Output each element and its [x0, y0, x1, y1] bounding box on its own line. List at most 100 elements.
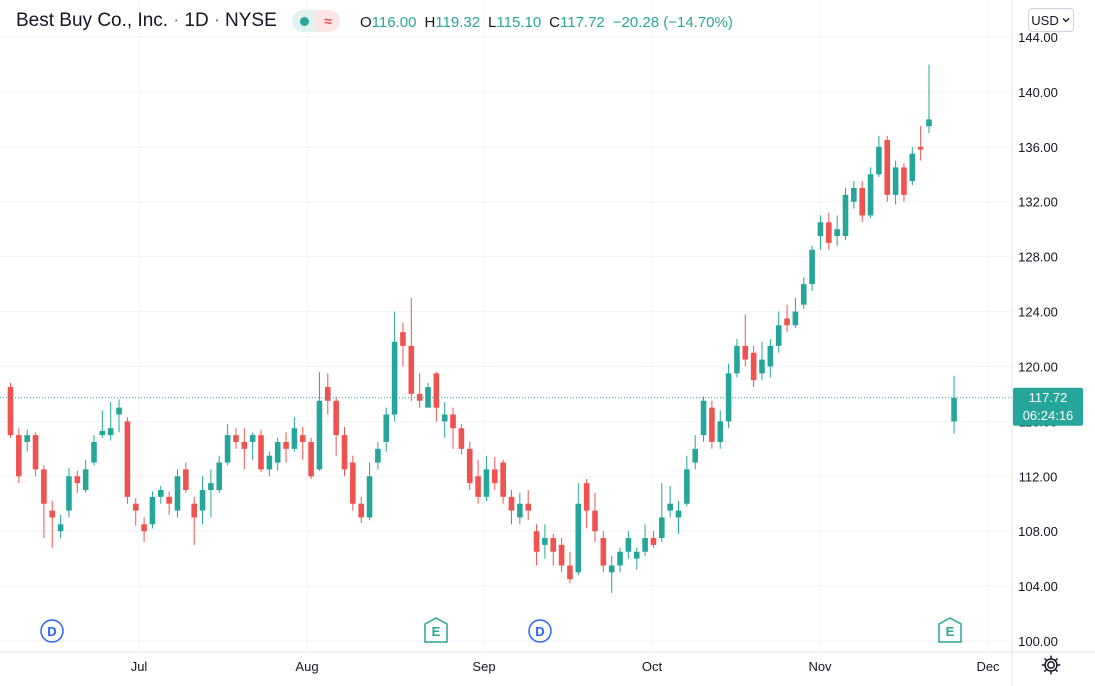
dividend-marker[interactable]: D — [528, 619, 552, 643]
candle[interactable] — [383, 407, 390, 452]
candle[interactable] — [725, 363, 732, 429]
candle[interactable] — [650, 531, 657, 548]
candle[interactable] — [191, 496, 197, 545]
candle[interactable] — [91, 435, 97, 466]
candle[interactable] — [909, 146, 916, 186]
dividend-marker[interactable]: D — [40, 619, 64, 643]
candle[interactable] — [433, 371, 440, 422]
candle[interactable] — [642, 524, 648, 556]
candle[interactable] — [692, 435, 698, 470]
candle[interactable] — [82, 459, 89, 493]
candle[interactable] — [107, 402, 114, 441]
candle[interactable] — [809, 245, 815, 291]
time-axis[interactable]: Jul Aug Sep Oct Nov Dec — [131, 659, 1000, 674]
candle[interactable] — [174, 469, 181, 518]
candle[interactable] — [166, 491, 172, 515]
candle[interactable] — [583, 479, 590, 529]
candle[interactable] — [567, 551, 573, 584]
candle[interactable] — [224, 424, 231, 466]
candle[interactable] — [16, 428, 22, 484]
candle[interactable] — [734, 339, 740, 378]
wave-icon[interactable]: ≈ — [316, 10, 340, 32]
candle[interactable] — [500, 459, 506, 504]
candle[interactable] — [492, 457, 498, 490]
candle[interactable] — [792, 297, 799, 329]
candle[interactable] — [717, 410, 724, 449]
candle[interactable] — [233, 428, 239, 449]
candle[interactable] — [550, 533, 557, 566]
candle[interactable] — [274, 437, 281, 471]
candle[interactable] — [684, 455, 690, 507]
candle[interactable] — [784, 304, 790, 333]
candle[interactable] — [249, 432, 256, 460]
candle[interactable] — [767, 339, 774, 378]
candle[interactable] — [49, 500, 56, 548]
candle[interactable] — [926, 64, 932, 134]
candle[interactable] — [316, 371, 323, 471]
candle[interactable] — [533, 524, 540, 566]
candle[interactable] — [742, 314, 749, 367]
candle[interactable] — [358, 496, 364, 523]
candle[interactable] — [625, 531, 632, 559]
candle[interactable] — [132, 498, 139, 526]
candle[interactable] — [450, 407, 456, 449]
candle[interactable] — [116, 399, 122, 433]
candle[interactable] — [124, 417, 131, 504]
candle[interactable] — [266, 451, 273, 477]
candle[interactable] — [216, 455, 223, 493]
candle[interactable] — [458, 424, 465, 455]
candle[interactable] — [141, 517, 147, 543]
market-open-dot-icon[interactable] — [292, 10, 316, 32]
gear-icon[interactable] — [1040, 654, 1062, 676]
candle[interactable] — [391, 311, 398, 422]
candle[interactable] — [74, 470, 81, 493]
candle[interactable] — [258, 429, 264, 473]
candle[interactable] — [32, 432, 39, 477]
candle[interactable] — [41, 465, 47, 539]
currency-selector[interactable]: USD — [1028, 8, 1074, 32]
candle[interactable] — [575, 483, 582, 576]
candle[interactable] — [884, 135, 891, 202]
candle[interactable] — [400, 322, 406, 367]
candle[interactable] — [283, 432, 289, 463]
candle[interactable] — [57, 514, 64, 539]
symbol-title[interactable]: Best Buy Co., Inc. · 1D · NYSE — [16, 10, 277, 32]
candle[interactable] — [441, 402, 448, 438]
candle[interactable] — [333, 396, 339, 456]
candle[interactable] — [775, 311, 782, 353]
candle[interactable] — [7, 382, 14, 438]
candle[interactable] — [700, 396, 707, 442]
candle[interactable] — [608, 555, 615, 593]
candle[interactable] — [299, 426, 306, 460]
candle[interactable] — [542, 524, 548, 559]
candle[interactable] — [99, 410, 106, 438]
candle[interactable] — [183, 462, 189, 493]
candle[interactable] — [425, 382, 431, 408]
candle[interactable] — [350, 455, 356, 511]
candle[interactable] — [483, 455, 490, 501]
candle[interactable] — [759, 341, 765, 381]
candle[interactable] — [241, 428, 248, 470]
candle[interactable] — [525, 490, 531, 521]
candle[interactable] — [508, 490, 515, 525]
candle[interactable] — [208, 469, 214, 518]
candle[interactable] — [750, 345, 757, 388]
candle[interactable] — [675, 500, 682, 534]
candle[interactable] — [517, 492, 523, 525]
candle[interactable] — [199, 476, 206, 525]
candle[interactable] — [475, 459, 481, 504]
candle[interactable] — [617, 547, 623, 573]
candle[interactable] — [600, 531, 607, 573]
candle[interactable] — [917, 126, 924, 161]
candle[interactable] — [951, 375, 957, 434]
candle[interactable] — [851, 181, 857, 209]
candle[interactable] — [158, 485, 164, 504]
candle[interactable] — [817, 215, 824, 250]
candle[interactable] — [901, 163, 907, 202]
candle[interactable] — [558, 538, 565, 573]
price-axis[interactable]: 144.00 140.00 136.00 132.00 128.00 124.00 120.… — [1018, 30, 1058, 649]
candles[interactable] — [7, 64, 957, 593]
candle[interactable] — [659, 483, 665, 543]
